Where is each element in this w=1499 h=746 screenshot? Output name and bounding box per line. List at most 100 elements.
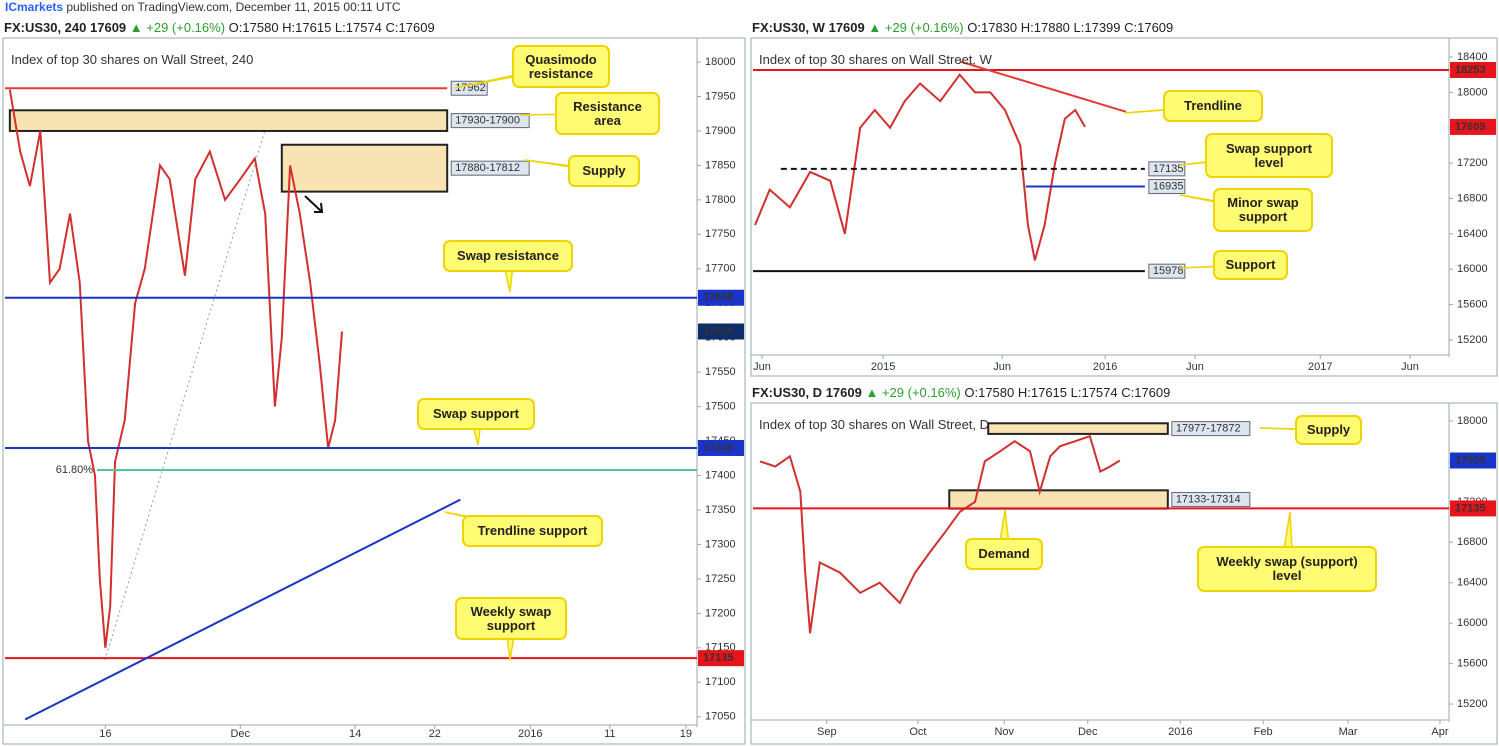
x-tick-label: 11 [604, 728, 615, 740]
chart-title: Index of top 30 shares on Wall Street, W [759, 52, 992, 67]
price-line [759, 434, 1121, 634]
y-tick-label: 18400 [1457, 51, 1488, 63]
last-price: 17609 [90, 20, 127, 35]
price-tag [698, 289, 744, 306]
callout-text: Resistance area [573, 98, 642, 128]
price-tag-label: 17135 [1455, 502, 1486, 514]
callout: Supply [1295, 415, 1362, 445]
callout: Swap resistance [443, 240, 573, 272]
y-tick-label: 15200 [1457, 334, 1488, 346]
price-tag [1148, 263, 1186, 279]
arrow [304, 195, 324, 213]
y-tick-label: 17800 [705, 194, 736, 206]
y-tick-label: 17200 [1457, 157, 1488, 169]
callout: Demand [965, 538, 1043, 570]
chart-title: Index of top 30 shares on Wall Street, D [759, 417, 990, 432]
brand[interactable]: ICmarkets [5, 0, 64, 14]
callout: Support [1213, 250, 1288, 280]
y-tick-label: 15200 [1457, 698, 1488, 710]
y-tick-label: 17050 [705, 711, 736, 723]
chart-header: FX:US30, D 17609 ▲ +29 (+0.16%) O:17580 … [752, 385, 1170, 400]
y-tick-label: 17850 [705, 159, 736, 171]
ohlc: O:17580 H:17615 L:17574 C:17609 [228, 20, 435, 35]
y-tick-label: 17250 [705, 573, 736, 585]
zone-label: 17133-17314 [1176, 493, 1241, 505]
callout-text: Trendline [1184, 98, 1242, 113]
x-tick-label: 16 [99, 728, 111, 740]
zone-tag [1171, 491, 1251, 507]
last-price-label: 17609 [1455, 454, 1486, 466]
price-tag [1148, 179, 1186, 195]
price-tag [698, 439, 744, 456]
x-tick-label: Mar [1339, 726, 1358, 738]
callout-text: Support [1225, 257, 1276, 272]
y-tick-label: 17550 [705, 366, 736, 378]
price-line [754, 73, 1086, 261]
ohlc: O:17580 H:17615 L:17574 C:17609 [964, 385, 1171, 400]
x-tick-label: Jun [1186, 361, 1204, 373]
callout: Weekly swap (support) level [1197, 546, 1377, 592]
callout-text: Weekly swap (support) level [1216, 554, 1358, 583]
callout-text: Minor swap support [1227, 195, 1299, 224]
symbol: FX:US30, W [752, 20, 825, 35]
callout: Supply [568, 155, 640, 187]
price-line [8, 89, 344, 648]
x-tick-label: Nov [994, 726, 1014, 738]
y-tick-label: 18000 [1457, 86, 1488, 98]
y-tick-label: 17200 [705, 607, 736, 619]
y-tick-label: 15600 [1457, 298, 1488, 310]
y-tick-label: 16800 [1457, 192, 1488, 204]
y-tick-label: 17100 [705, 676, 736, 688]
price-tag [1450, 500, 1496, 517]
callout: Weekly swap support [455, 597, 567, 640]
zone-tag [450, 160, 530, 176]
callout: Resistance area [555, 92, 660, 135]
zone [8, 109, 449, 132]
zone-tag [450, 113, 530, 129]
level-label: 61.80% [56, 464, 94, 476]
y-tick-label: 16800 [1457, 536, 1488, 548]
x-tick-label: Dec [1078, 726, 1098, 738]
y-tick-label: 17400 [705, 469, 736, 481]
x-tick-label: 2016 [1093, 361, 1117, 373]
x-tick-label: Jun [993, 361, 1011, 373]
price-tag-label: 16935 [1153, 180, 1184, 192]
x-tick-label: 22 [429, 728, 441, 740]
y-tick-label: 16000 [1457, 263, 1488, 275]
price-tag-label: 15978 [1153, 265, 1184, 277]
last-price-tag [1450, 118, 1496, 135]
x-tick-label: 2016 [1168, 726, 1192, 738]
last-price: 17609 [828, 20, 865, 35]
chart-title: Index of top 30 shares on Wall Street, 2… [11, 52, 254, 67]
panel-frame [750, 37, 1498, 377]
x-tick-label: 2015 [871, 361, 895, 373]
callout-text: Trendline support [477, 523, 588, 538]
last-price: 17609 [825, 385, 862, 400]
x-tick-label: Jun [1401, 361, 1419, 373]
ohlc: O:17830 H:17880 L:17399 C:17609 [967, 20, 1174, 35]
x-tick-label: Feb [1254, 726, 1273, 738]
y-tick-label: 17700 [705, 263, 736, 275]
x-tick-label: Oct [909, 726, 926, 738]
fibonacci-line [104, 119, 269, 661]
trendline [959, 60, 1127, 113]
price-tag-label: 17962 [455, 82, 486, 94]
price-tag [698, 650, 744, 667]
y-tick-label: 17750 [705, 228, 736, 240]
callout-text: Supply [582, 163, 626, 178]
zone-label: 17930-17900 [455, 115, 520, 127]
last-price-label: 17609 [1455, 121, 1486, 133]
price-tag-label: 17658 [703, 292, 734, 304]
chart-header: FX:US30, W 17609 ▲ +29 (+0.16%) O:17830 … [752, 20, 1173, 35]
callout-text: Quasimodo resistance [525, 51, 597, 81]
callout: Minor swap support [1213, 188, 1313, 232]
price-tag [1148, 161, 1186, 177]
panel-frame [750, 402, 1498, 745]
callout: Trendline support [462, 515, 603, 547]
zone [948, 489, 1169, 510]
price-tag-label: 18253 [1455, 64, 1486, 76]
callout-text: Weekly swap support [470, 603, 552, 633]
y-tick-label: 18000 [1457, 415, 1488, 427]
